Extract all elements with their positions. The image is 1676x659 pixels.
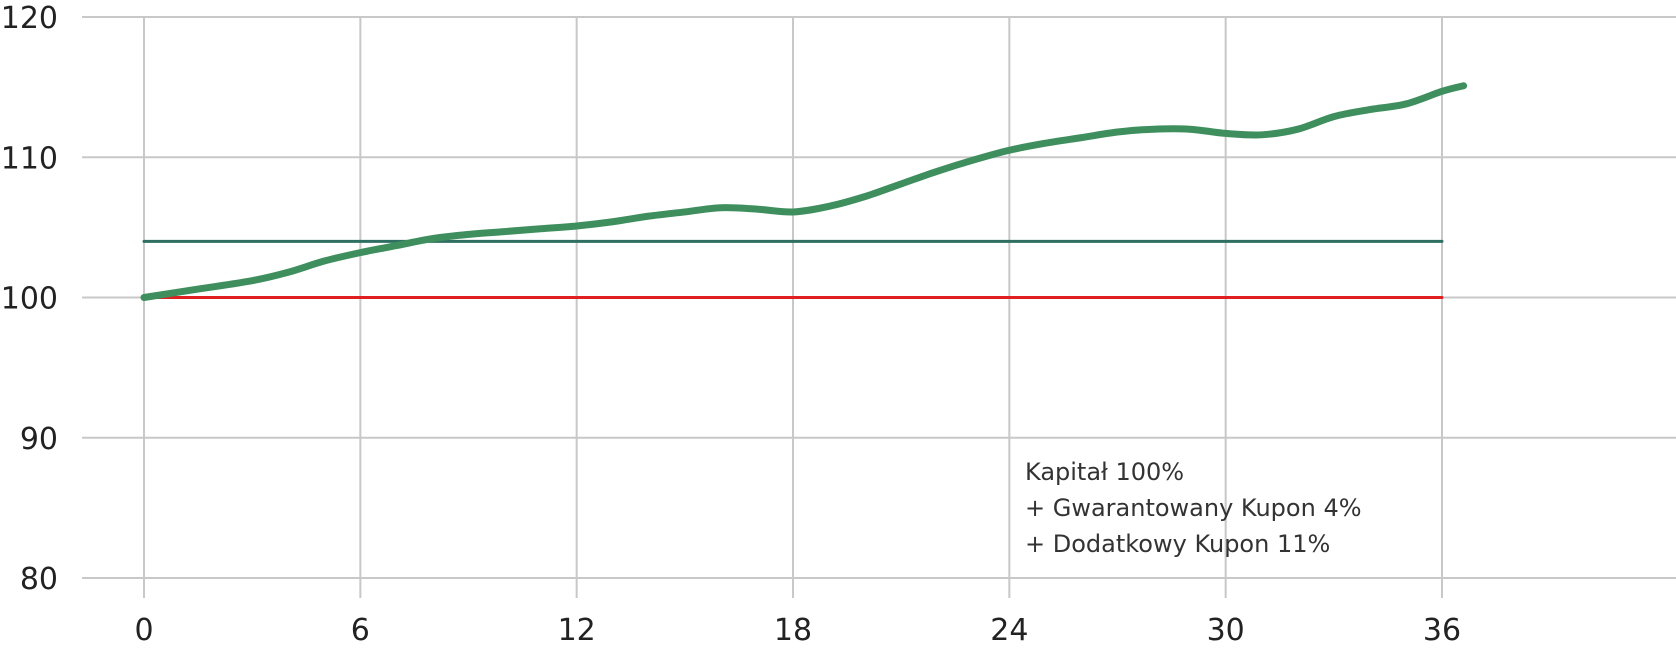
y-tick-label: 90: [20, 422, 58, 457]
x-tick-label: 6: [351, 613, 370, 648]
x-tick-label: 30: [1207, 613, 1245, 648]
x-tick-label: 36: [1423, 613, 1461, 648]
annotation-line-1: Kapitał 100%: [1025, 458, 1184, 486]
grid: [82, 16, 1676, 598]
y-axis-tick-labels: 80 90 100 110 120: [1, 1, 58, 597]
x-tick-label: 24: [990, 613, 1028, 648]
y-tick-label: 120: [1, 1, 58, 36]
y-tick-label: 100: [1, 282, 58, 317]
x-tick-label: 12: [558, 613, 596, 648]
x-axis-tick-labels: 0 6 12 18 24 30 36: [134, 613, 1461, 648]
x-tick-label: 18: [774, 613, 812, 648]
series-layer: [140, 82, 1468, 301]
y-tick-label: 80: [20, 562, 58, 597]
y-tick-label: 110: [1, 141, 58, 176]
annotation-line-2: + Gwarantowany Kupon 4%: [1025, 494, 1362, 522]
annotation-line-3: + Dodatkowy Kupon 11%: [1025, 530, 1330, 558]
x-tick-label: 0: [134, 613, 153, 648]
series-line-0: [140, 82, 1468, 301]
